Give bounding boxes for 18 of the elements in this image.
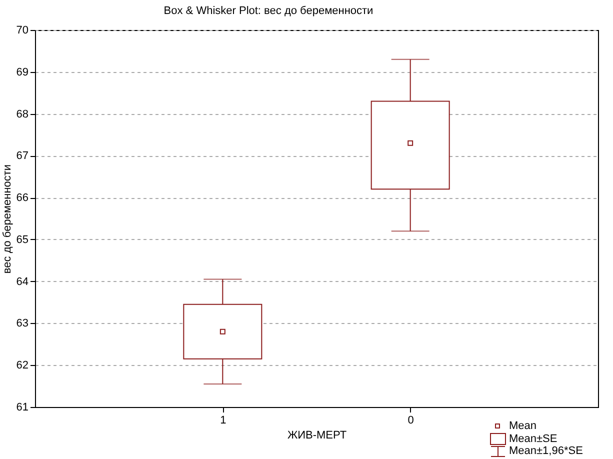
y-tick-label: 63	[16, 318, 28, 330]
y-tick-label: 64	[16, 276, 28, 288]
y-tick-label: 62	[16, 360, 28, 372]
y-tick-label: 65	[16, 234, 28, 246]
text: Mean±1,96*SE	[509, 445, 583, 458]
y-tick-label: 68	[16, 108, 28, 120]
chart-title: Box & Whisker Plot: вес до беременности	[164, 5, 374, 17]
y-tick-label: 67	[16, 150, 28, 162]
y-axis-title: вес до беременности	[1, 164, 14, 274]
text: Mean	[509, 420, 537, 432]
x-tick-label: 1	[220, 414, 226, 426]
y-tick-label: 69	[16, 66, 28, 78]
y-tick-label: 66	[16, 192, 28, 204]
text: Mean±SE	[509, 432, 558, 445]
x-tick-label: 0	[408, 414, 414, 426]
y-tick-label: 61	[16, 402, 28, 414]
y-tick-label: 70	[16, 24, 28, 36]
x-axis-title: ЖИВ-МЕРТ	[287, 430, 347, 442]
